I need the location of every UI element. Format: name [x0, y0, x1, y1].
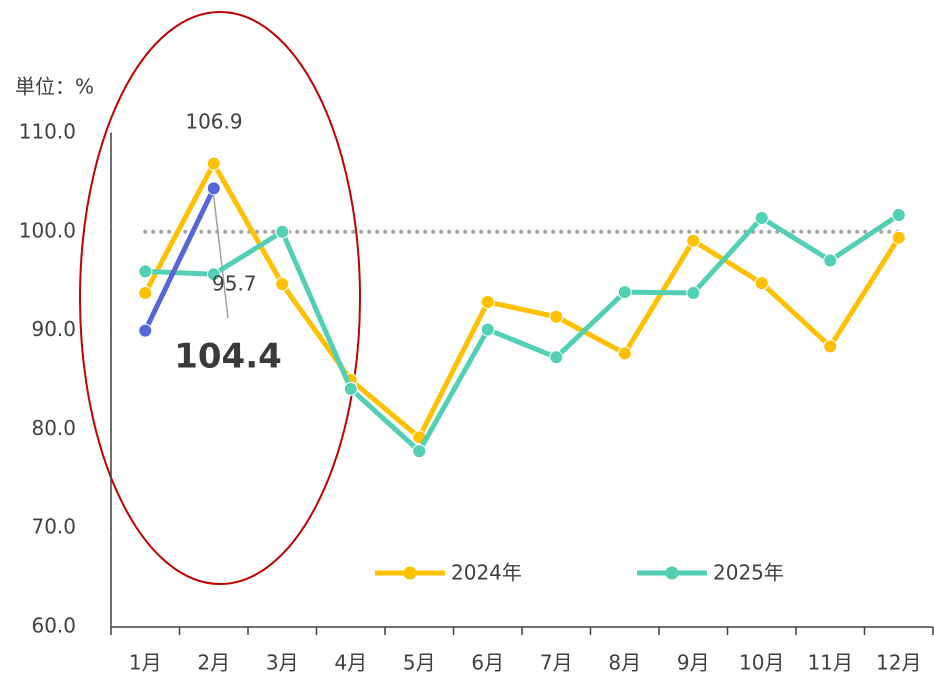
y-tick-label: 110.0 [19, 120, 76, 144]
x-tick-label: 12月 [876, 651, 921, 675]
point [823, 253, 838, 268]
legend-marker [403, 566, 417, 580]
point [412, 444, 427, 459]
highlight-ellipse [79, 11, 361, 585]
point [275, 277, 290, 292]
legend-label: 2025年 [713, 561, 784, 585]
point [754, 276, 769, 291]
series-line [142, 187, 217, 332]
point [686, 286, 701, 301]
data-label: 106.9 [185, 110, 242, 134]
x-tick-label: 7月 [540, 651, 573, 675]
y-tick-label: 60.0 [31, 614, 76, 638]
point [549, 350, 564, 365]
y-tick-label: 70.0 [31, 515, 76, 539]
legend-label: 2024年 [451, 561, 522, 585]
series-line [145, 212, 901, 454]
series-line [143, 161, 901, 440]
x-tick-label: 6月 [471, 651, 504, 675]
point [754, 210, 769, 225]
x-tick-label: 9月 [677, 651, 710, 675]
point [206, 267, 221, 282]
point [206, 156, 221, 171]
x-tick-label: 10月 [739, 651, 784, 675]
x-tick-label: 8月 [608, 651, 641, 675]
point [138, 323, 153, 338]
point [138, 286, 153, 301]
point [206, 181, 221, 196]
point [275, 224, 290, 239]
point [823, 339, 838, 354]
y-tick-label: 100.0 [19, 218, 76, 242]
point [686, 233, 701, 248]
leader-line [212, 189, 229, 319]
x-tick-label: 2月 [197, 651, 230, 675]
x-tick-label: 1月 [129, 651, 162, 675]
x-tick-label: 5月 [403, 651, 436, 675]
point [617, 285, 632, 300]
x-tick-label: 4月 [334, 651, 367, 675]
point [343, 381, 358, 396]
y-unit-label: 単位：% [15, 75, 94, 99]
point [617, 346, 632, 361]
y-tick-label: 90.0 [31, 317, 76, 341]
legend-marker [665, 566, 679, 580]
data-label: 95.7 [212, 272, 257, 296]
x-tick-label: 11月 [808, 651, 853, 675]
point [480, 322, 495, 337]
y-tick-label: 80.0 [31, 416, 76, 440]
point [138, 264, 153, 279]
data-label: 104.4 [174, 337, 282, 377]
point [891, 208, 906, 223]
point [891, 230, 906, 245]
point [549, 309, 564, 324]
x-tick-label: 3月 [266, 651, 299, 675]
point [480, 294, 495, 309]
